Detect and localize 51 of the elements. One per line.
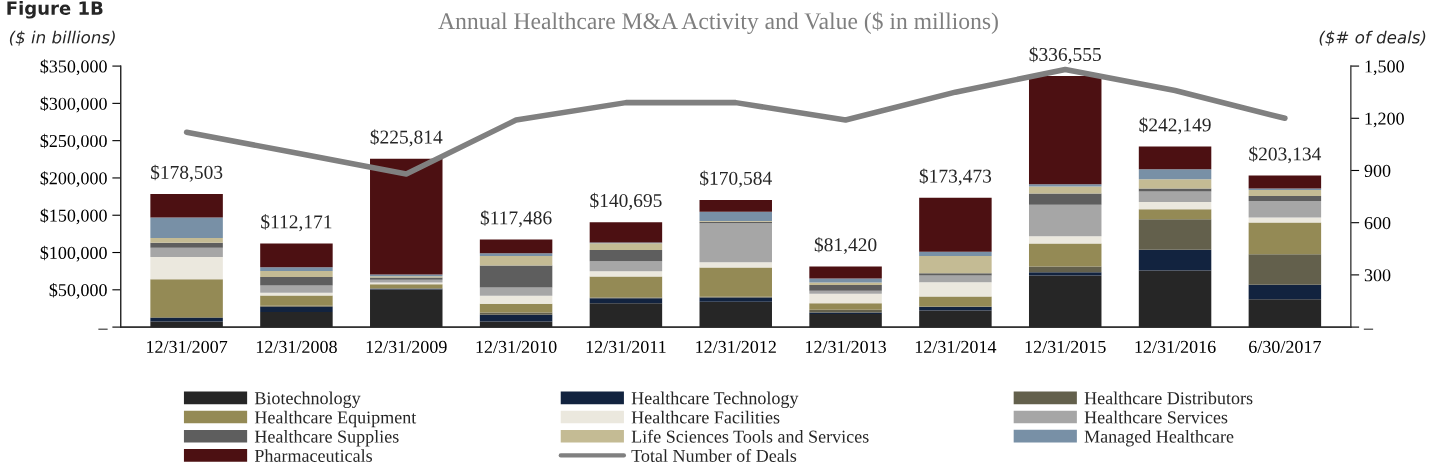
total-label: $170,584 xyxy=(700,170,772,188)
chart-title: Annual Healthcare M&A Activity and Value ($ in millions) xyxy=(438,11,998,34)
y2-tick-label: 1,200 xyxy=(1365,112,1404,128)
total-label: $117,486 xyxy=(480,210,552,228)
x-tick-label: 12/31/2011 xyxy=(586,340,666,353)
x-tick-label: 12/31/2012 xyxy=(696,340,776,353)
legend-label: Healthcare Facilities xyxy=(631,410,780,424)
total-label: $81,420 xyxy=(814,237,877,255)
caption: Figure 1B xyxy=(7,0,103,19)
y-tick-label: $50,000 xyxy=(49,283,107,299)
y-tick-label: – xyxy=(98,328,108,330)
total-label: $173,473 xyxy=(919,168,992,186)
legend-label: Managed Healthcare xyxy=(1084,429,1234,447)
legend-label: Pharmaceuticals xyxy=(254,449,373,462)
x-tick-label: 12/31/2013 xyxy=(806,340,886,353)
x-tick-label: 12/31/2007 xyxy=(147,340,228,353)
total-label: $140,695 xyxy=(590,192,662,210)
x-tick-label: 12/31/2010 xyxy=(476,340,557,353)
x-tick-label: 12/31/2014 xyxy=(915,340,997,353)
legend-label: Healthcare Supplies xyxy=(254,430,399,447)
y-tick-label: $350,000 xyxy=(40,59,107,76)
legend-label: Life Sciences Tools and Services xyxy=(631,429,869,443)
y-tick-label: $250,000 xyxy=(40,133,107,150)
y2-tick-label: 600 xyxy=(1364,216,1391,230)
legend-label: Healthcare Technology xyxy=(631,391,799,409)
x-tick-label: 12/31/2009 xyxy=(366,340,447,353)
y2-tick-label: 300 xyxy=(1364,269,1391,282)
y2-tick-label: 900 xyxy=(1364,164,1391,177)
y-tick-label: $200,000 xyxy=(40,171,107,187)
y-tick-label: $100,000 xyxy=(40,245,107,262)
total-label: $178,503 xyxy=(150,164,223,182)
x-tick-label: 12/31/2008 xyxy=(256,340,337,353)
y-tick-label: $150,000 xyxy=(40,208,107,225)
y2-tick-label: – xyxy=(1363,328,1374,330)
legend-label: Biotechnology xyxy=(254,391,361,409)
y-axis-title: ($ in billions) xyxy=(9,30,115,46)
x-tick-label: 12/31/2016 xyxy=(1135,340,1216,353)
y2-axis-title: ($# of deals) xyxy=(1319,30,1426,46)
legend-label: Healthcare Services xyxy=(1084,410,1228,424)
x-tick-label: 12/31/2015 xyxy=(1025,340,1106,353)
total-label: $225,814 xyxy=(370,129,443,147)
y2-tick-label: 1,500 xyxy=(1365,60,1404,76)
x-tick-label: 6/30/2017 xyxy=(1249,340,1321,353)
y-tick-label: $300,000 xyxy=(40,96,107,113)
legend-label: Total Number of Deals xyxy=(631,449,797,462)
total-label: $336,555 xyxy=(1029,46,1101,64)
legend-label: Healthcare Equipment xyxy=(254,410,417,428)
total-label: $242,149 xyxy=(1139,117,1211,135)
total-label: $203,134 xyxy=(1249,146,1322,164)
total-label: $112,171 xyxy=(261,214,332,232)
legend-label: Healthcare Distributors xyxy=(1084,391,1253,405)
